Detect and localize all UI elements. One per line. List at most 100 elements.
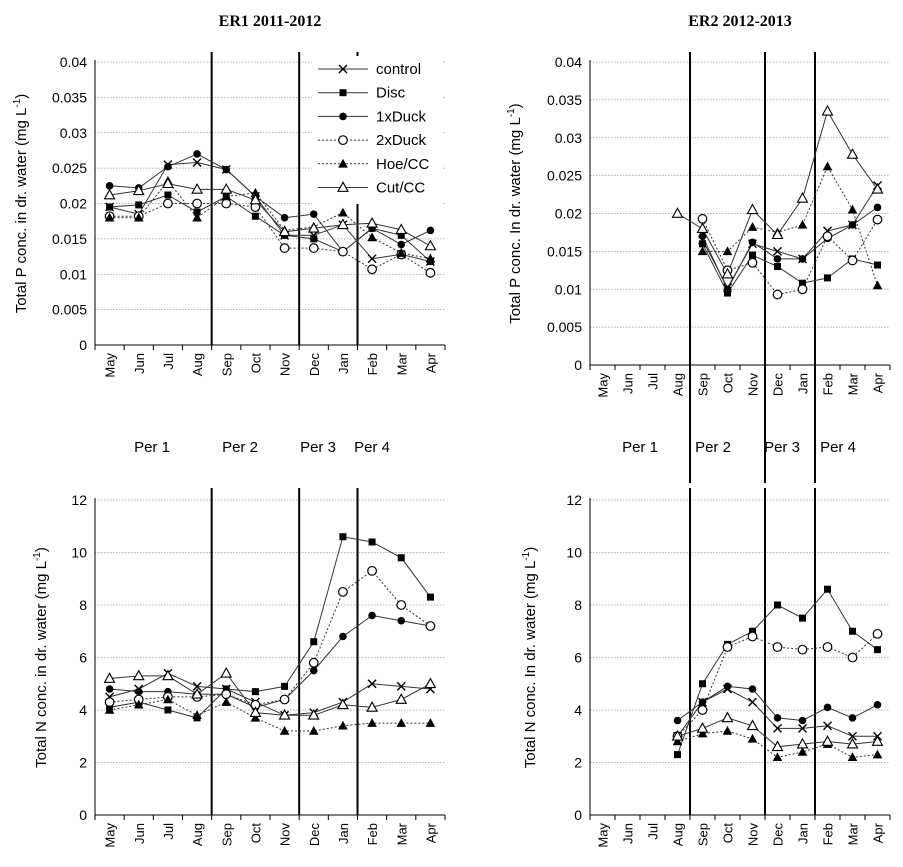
data-point bbox=[164, 706, 172, 714]
x-tick-label: Jul bbox=[161, 353, 176, 370]
x-tick-label: Nov bbox=[278, 823, 293, 847]
period-label: Per 4 bbox=[820, 439, 856, 456]
y-tick-label: 0.03 bbox=[555, 130, 582, 146]
data-point bbox=[848, 731, 857, 741]
y-tick-label: 0.01 bbox=[555, 281, 582, 297]
data-point bbox=[848, 221, 857, 229]
data-point bbox=[396, 681, 406, 691]
data-point bbox=[822, 231, 833, 242]
x-tick-label: Oct bbox=[721, 823, 736, 844]
data-point bbox=[797, 644, 808, 655]
series-line-disc bbox=[109, 536, 431, 719]
x-tick-label: Apr bbox=[871, 822, 886, 843]
data-point bbox=[221, 191, 232, 201]
period-label: Per 3 bbox=[764, 439, 800, 456]
data-point bbox=[338, 586, 348, 597]
data-point bbox=[696, 222, 709, 233]
data-point bbox=[192, 681, 202, 691]
data-point bbox=[220, 183, 233, 194]
data-point bbox=[696, 722, 709, 733]
y-axis-label: Total N conc. In dr. water (mg L-1) bbox=[521, 547, 539, 769]
data-point bbox=[336, 698, 349, 710]
legend-label: 1xDuck bbox=[376, 108, 427, 125]
data-point bbox=[395, 693, 408, 704]
data-point bbox=[771, 228, 784, 240]
data-point bbox=[671, 207, 684, 218]
data-point bbox=[747, 733, 758, 743]
x-tick-label: Mar bbox=[394, 352, 409, 375]
x-tick-label: Mar bbox=[846, 372, 861, 395]
data-point bbox=[310, 638, 318, 646]
series-line-2xduck bbox=[109, 203, 431, 274]
x-tick-label: Jul bbox=[646, 823, 661, 840]
data-point bbox=[824, 585, 831, 593]
data-point bbox=[396, 600, 407, 610]
data-point bbox=[104, 212, 115, 222]
data-point bbox=[221, 198, 232, 209]
data-point bbox=[164, 162, 172, 171]
data-point bbox=[873, 700, 882, 709]
data-point bbox=[847, 204, 858, 214]
x-tick-label: Jun bbox=[132, 823, 147, 844]
data-point bbox=[104, 705, 115, 714]
data-point bbox=[698, 698, 707, 706]
data-point bbox=[821, 104, 834, 116]
x-tick-label: Sep bbox=[696, 823, 711, 846]
data-point bbox=[279, 243, 290, 253]
data-point bbox=[721, 267, 734, 279]
data-point bbox=[279, 694, 290, 705]
x-tick-label: May bbox=[596, 823, 611, 848]
data-point bbox=[847, 255, 858, 266]
data-point bbox=[871, 735, 884, 746]
data-point bbox=[822, 161, 833, 171]
data-point bbox=[426, 226, 435, 235]
data-point bbox=[773, 246, 782, 256]
data-point bbox=[748, 697, 757, 707]
data-point bbox=[425, 267, 436, 278]
data-point bbox=[697, 246, 708, 256]
data-point bbox=[873, 203, 882, 212]
series-line-1xduck bbox=[109, 614, 431, 708]
y-tick-label: 0.015 bbox=[52, 231, 87, 247]
data-point bbox=[103, 672, 116, 683]
y-tick-label: 0.02 bbox=[555, 206, 582, 222]
data-point bbox=[797, 219, 808, 229]
series-line-disc bbox=[109, 194, 431, 262]
data-point bbox=[163, 694, 173, 704]
y-tick-label: 2 bbox=[79, 755, 87, 771]
data-point bbox=[193, 208, 201, 216]
y-tick-label: 0.005 bbox=[547, 319, 582, 335]
y-tick-label: 0.04 bbox=[60, 54, 87, 70]
data-point bbox=[191, 687, 204, 699]
data-point bbox=[192, 212, 202, 222]
x-tick-label: Feb bbox=[365, 823, 380, 845]
data-point bbox=[772, 289, 783, 300]
legend-label: Hoe/CC bbox=[376, 156, 430, 173]
x-tick-label: Jan bbox=[336, 823, 351, 844]
data-point bbox=[367, 264, 377, 275]
data-point bbox=[307, 221, 320, 233]
data-point bbox=[699, 680, 706, 688]
data-point bbox=[747, 222, 758, 231]
x-tick-label: Jun bbox=[132, 353, 147, 374]
data-point bbox=[697, 705, 708, 715]
x-tick-label: Dec bbox=[307, 353, 322, 377]
y-tick-label: 4 bbox=[79, 702, 87, 718]
x-tick-label: Feb bbox=[821, 823, 836, 845]
data-point bbox=[847, 652, 858, 663]
legend-marker bbox=[339, 89, 347, 97]
x-tick-label: Jan bbox=[796, 373, 811, 394]
data-point bbox=[396, 248, 407, 257]
data-point bbox=[105, 685, 114, 693]
data-point bbox=[424, 239, 437, 251]
data-point bbox=[746, 203, 759, 215]
data-point bbox=[699, 240, 706, 248]
legend-marker bbox=[338, 64, 348, 74]
data-point bbox=[774, 263, 781, 271]
chart-title: ER2 2012-2013 bbox=[688, 13, 792, 30]
data-point bbox=[773, 714, 782, 722]
data-point bbox=[308, 243, 319, 253]
data-point bbox=[671, 729, 684, 741]
data-point bbox=[723, 285, 732, 294]
